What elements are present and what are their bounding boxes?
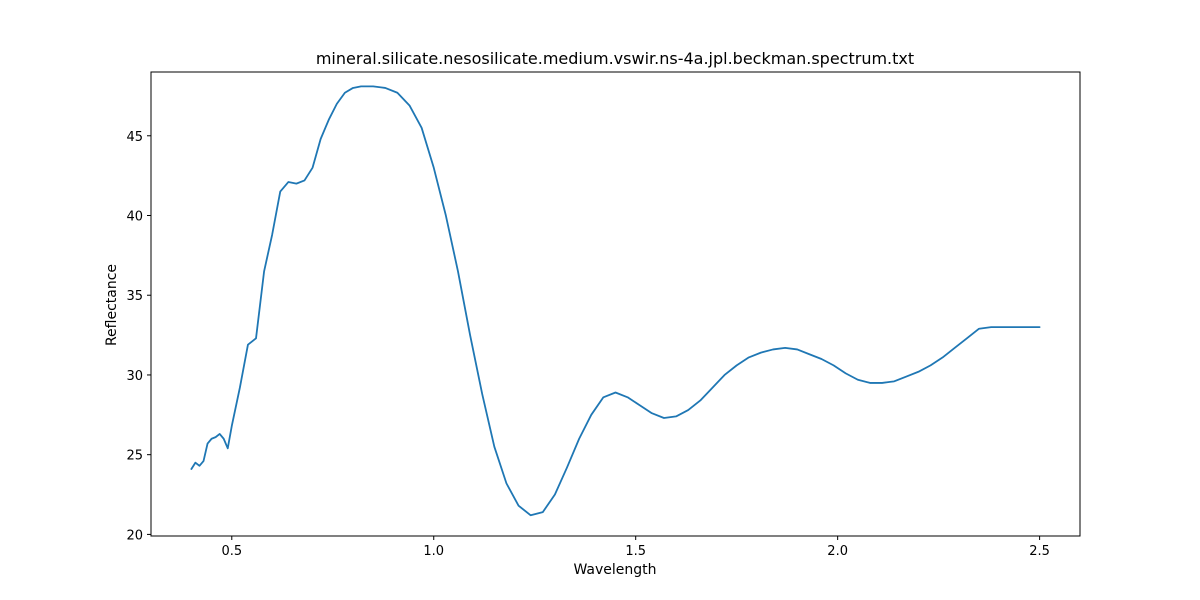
- x-tick-label: 1.0: [423, 544, 444, 559]
- chart-title: mineral.silicate.nesosilicate.medium.vsw…: [316, 49, 914, 68]
- x-tick-label: 0.5: [221, 544, 242, 559]
- plot-frame: [150, 71, 1081, 537]
- plot-area: 0.5 1.0 1.5 2.0 2.5 20 25 30 35 40 45: [126, 71, 1081, 559]
- spectrum-line: [190, 85, 1041, 517]
- x-tick-label: 1.5: [625, 544, 646, 559]
- y-tick-label: 35: [126, 289, 143, 304]
- y-tick-label: 25: [126, 449, 143, 464]
- y-axis-label: Reflectance: [104, 264, 120, 346]
- y-tick-label: 30: [126, 369, 143, 384]
- y-tick-label: 40: [126, 210, 143, 225]
- x-axis-label: Wavelength: [573, 562, 656, 578]
- y-tick-label: 45: [126, 130, 143, 145]
- x-tick-label: 2.0: [827, 544, 848, 559]
- y-tick-label: 20: [126, 528, 143, 543]
- x-tick-label: 2.5: [1029, 544, 1050, 559]
